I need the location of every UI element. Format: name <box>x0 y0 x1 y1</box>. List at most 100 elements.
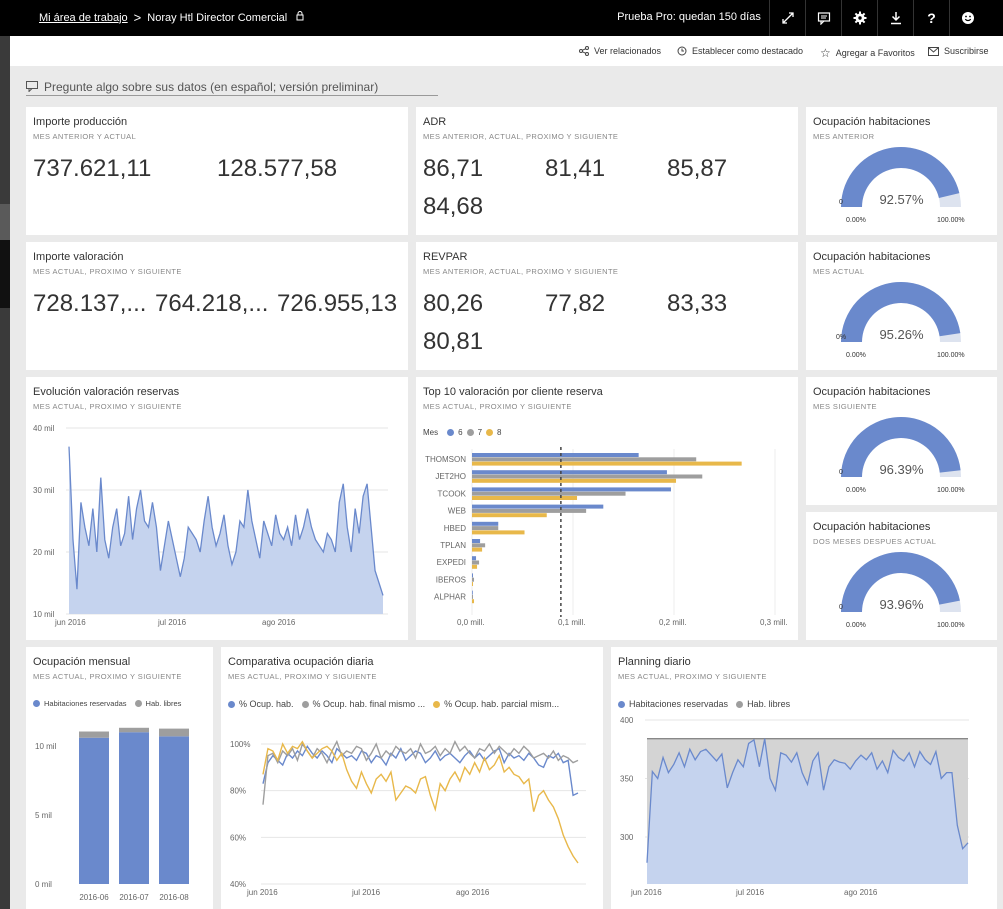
legend-swatch <box>33 700 40 707</box>
y-tick-label: 40 mil <box>33 424 55 433</box>
y-tick-label: 350 <box>620 775 634 784</box>
gear-icon[interactable] <box>841 0 877 36</box>
smiley-icon[interactable] <box>949 0 985 36</box>
tile-revpar[interactable]: REVPAR MES ANTERIOR, ACTUAL, PROXIMO Y S… <box>416 242 798 370</box>
related-button[interactable]: Ver relacionados <box>579 46 661 56</box>
bar-libres <box>79 731 109 738</box>
y-tick-label: 20 mil <box>33 548 55 557</box>
bar-jet2ho <box>472 470 667 475</box>
x-tick-label: ago 2016 <box>456 888 490 897</box>
category-label: TPLAN <box>440 541 466 550</box>
bar-jet2ho <box>472 478 677 483</box>
gauge-value: 92.57% <box>879 192 924 207</box>
legend-swatch <box>466 429 474 436</box>
top10-legend: Mes 6 7 8 <box>423 428 501 437</box>
x-tick-label: 0,3 mill. <box>760 618 788 627</box>
gauge-fill <box>841 146 960 207</box>
x-tick-label: jun 2016 <box>246 888 278 897</box>
tile-gauge-mes-siguiente[interactable]: Ocupación habitaciones MES SIGUIENTE 96.… <box>806 377 997 505</box>
tile-title: REVPAR <box>423 251 468 263</box>
bar-reservadas <box>159 736 189 884</box>
kpi-value: 86,71 <box>423 155 484 182</box>
tile-title: Comparativa ocupación diaria <box>228 656 374 668</box>
featured-button[interactable]: Establecer como destacado <box>677 46 803 56</box>
trial-status[interactable]: Prueba Pro: quedan 150 días <box>617 11 761 23</box>
y-tick-label: 400 <box>620 716 634 725</box>
tile-adr[interactable]: ADR MES ANTERIOR, ACTUAL, PROXIMO Y SIGU… <box>416 107 798 235</box>
breadcrumb: Mi área de trabajo > Noray Htl Director … <box>39 11 304 24</box>
y-tick-label: 10 mil <box>35 742 57 751</box>
mail-icon <box>928 46 939 56</box>
bar-alphar <box>472 590 473 595</box>
bar-reservadas <box>119 732 149 884</box>
legend-label: Habitaciones reservadas <box>44 699 127 708</box>
legend-swatch <box>618 700 625 708</box>
bar-alphar <box>472 599 475 604</box>
legend-swatch <box>228 700 235 708</box>
kpi-value: 81,41 <box>545 155 606 182</box>
top10-bar-chart: 0,0 mill. 0,1 mill. 0,2 mill. 0,3 mill. THOM… <box>425 447 788 627</box>
featured-label: Establecer como destacado <box>692 46 804 56</box>
reservadas-area <box>647 738 968 884</box>
tile-title: Ocupación mensual <box>33 656 131 668</box>
series-line <box>262 740 579 864</box>
x-tick-label: jun 2016 <box>54 618 86 627</box>
category-label: THOMSON <box>425 455 466 464</box>
category-label: EXPEDI <box>437 558 466 567</box>
category-label: WEB <box>448 507 466 516</box>
legend-label: Hab. libres <box>145 699 182 708</box>
gauge-fill <box>841 551 960 612</box>
comment-icon[interactable] <box>805 0 841 36</box>
tile-title: Importe producción <box>33 116 128 128</box>
tile-title: ADR <box>423 116 447 128</box>
download-icon[interactable] <box>877 0 913 36</box>
tile-subtitle: MES ANTERIOR Y ACTUAL <box>33 132 137 141</box>
tile-comparativa-ocupacion[interactable]: Comparativa ocupación diaria MES ACTUAL,… <box>221 647 603 909</box>
comparativa-legend: % Ocup. hab. % Ocup. hab. final mismo ..… <box>228 699 559 709</box>
tile-planning-diario[interactable]: Planning diario MES ACTUAL, PROXIMO Y SI… <box>611 647 997 909</box>
help-icon[interactable]: ? <box>913 0 949 36</box>
bar-hbed <box>472 526 499 531</box>
tile-title: Evolución valoración reservas <box>33 386 180 398</box>
bar-jet2ho <box>472 474 703 479</box>
tile-top10-clientes[interactable]: Top 10 valoración por cliente reserva ME… <box>416 377 798 640</box>
tile-evolucion-valoracion[interactable]: Evolución valoración reservas MES ACTUAL… <box>26 377 408 640</box>
tile-importe-produccion[interactable]: Importe producción MES ANTERIOR Y ACTUAL… <box>26 107 408 235</box>
bar-libres <box>159 728 189 737</box>
bar-tplan <box>472 543 486 548</box>
tile-subtitle: MES SIGUIENTE <box>813 402 877 411</box>
tile-gauge-dos-meses[interactable]: Ocupación habitaciones DOS MESES DESPUES… <box>806 512 997 640</box>
tile-subtitle: MES ACTUAL, PROXIMO Y SIGUIENTE <box>33 267 182 276</box>
gauge-fill <box>841 416 961 477</box>
gauge-zero-label: 0 <box>839 604 843 611</box>
legend-label: Habitaciones reservadas <box>629 699 729 709</box>
gauge-max-label: 100.00% <box>937 217 965 224</box>
related-label: Ver relacionados <box>594 46 662 56</box>
bar-tcook <box>472 491 626 496</box>
gauge-max-label: 100.00% <box>937 352 965 359</box>
tile-title: Top 10 valoración por cliente reserva <box>423 386 603 398</box>
tile-gauge-mes-anterior[interactable]: Ocupación habitaciones MES ANTERIOR 92.5… <box>806 107 997 235</box>
bar-iberos <box>472 582 474 586</box>
workspace-link[interactable]: Mi área de trabajo <box>39 11 128 24</box>
tile-subtitle: MES ACTUAL, PROXIMO Y SIGUIENTE <box>228 672 377 681</box>
left-nav-rail[interactable] <box>0 36 10 909</box>
y-tick-label: 100% <box>230 740 250 749</box>
tile-ocupacion-mensual[interactable]: Ocupación mensual MES ACTUAL, PROXIMO Y … <box>26 647 213 909</box>
tile-gauge-mes-actual[interactable]: Ocupación habitaciones MES ACTUAL 95.26%… <box>806 242 997 370</box>
star-icon: ☆ <box>820 46 831 60</box>
gauge-chart <box>841 416 961 477</box>
expand-icon[interactable] <box>769 0 805 36</box>
kpi-value: 726.955,13 <box>277 290 398 317</box>
chat-icon <box>26 81 38 92</box>
tile-importe-valoracion[interactable]: Importe valoración MES ACTUAL, PROXIMO Y… <box>26 242 408 370</box>
gauge-max-label: 100.00% <box>937 622 965 629</box>
favorites-button[interactable]: ☆ Agregar a Favoritos <box>820 46 915 60</box>
qa-input[interactable]: Pregunte algo sobre sus datos (en españo… <box>26 78 438 96</box>
subscribe-button[interactable]: Suscribirse <box>928 46 989 56</box>
y-tick-label: 80% <box>230 787 246 796</box>
bar-thomson <box>472 461 742 466</box>
bar-thomson <box>472 457 697 462</box>
y-tick-label: 30 mil <box>33 486 55 495</box>
